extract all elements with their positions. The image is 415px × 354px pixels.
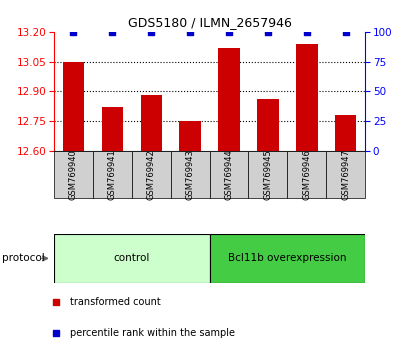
Bar [93,151,132,198]
Text: GSM769942: GSM769942 [147,149,156,200]
Point [109,29,116,35]
Bar [179,121,201,151]
Bar [54,234,210,283]
Text: GSM769947: GSM769947 [341,149,350,200]
Text: GSM769940: GSM769940 [69,149,78,200]
Point [187,29,193,35]
Text: percentile rank within the sample: percentile rank within the sample [70,328,235,338]
Bar [287,151,326,198]
Bar [102,107,123,151]
Bar [296,44,317,151]
Bar [249,151,287,198]
Point [226,29,232,35]
Bar [54,151,93,198]
Text: Bcl11b overexpression: Bcl11b overexpression [228,253,347,263]
Bar [63,62,84,151]
Text: GSM769943: GSM769943 [186,149,195,200]
Text: GSM769941: GSM769941 [108,149,117,200]
Text: GSM769944: GSM769944 [225,149,234,200]
Text: transformed count: transformed count [70,297,161,307]
Text: protocol: protocol [2,253,45,263]
Bar [257,99,278,151]
Point [265,29,271,35]
Bar [210,234,365,283]
Point [148,29,154,35]
Bar [171,151,210,198]
Point [303,29,310,35]
Title: GDS5180 / ILMN_2657946: GDS5180 / ILMN_2657946 [128,16,291,29]
Point [70,29,77,35]
Text: GSM769945: GSM769945 [264,149,272,200]
Bar [218,48,240,151]
Bar [335,115,356,151]
Text: control: control [114,253,150,263]
Bar [141,95,162,151]
Bar [210,151,249,198]
Bar [326,151,365,198]
Point [342,29,349,35]
Text: GSM769946: GSM769946 [303,149,311,200]
Bar [132,151,171,198]
